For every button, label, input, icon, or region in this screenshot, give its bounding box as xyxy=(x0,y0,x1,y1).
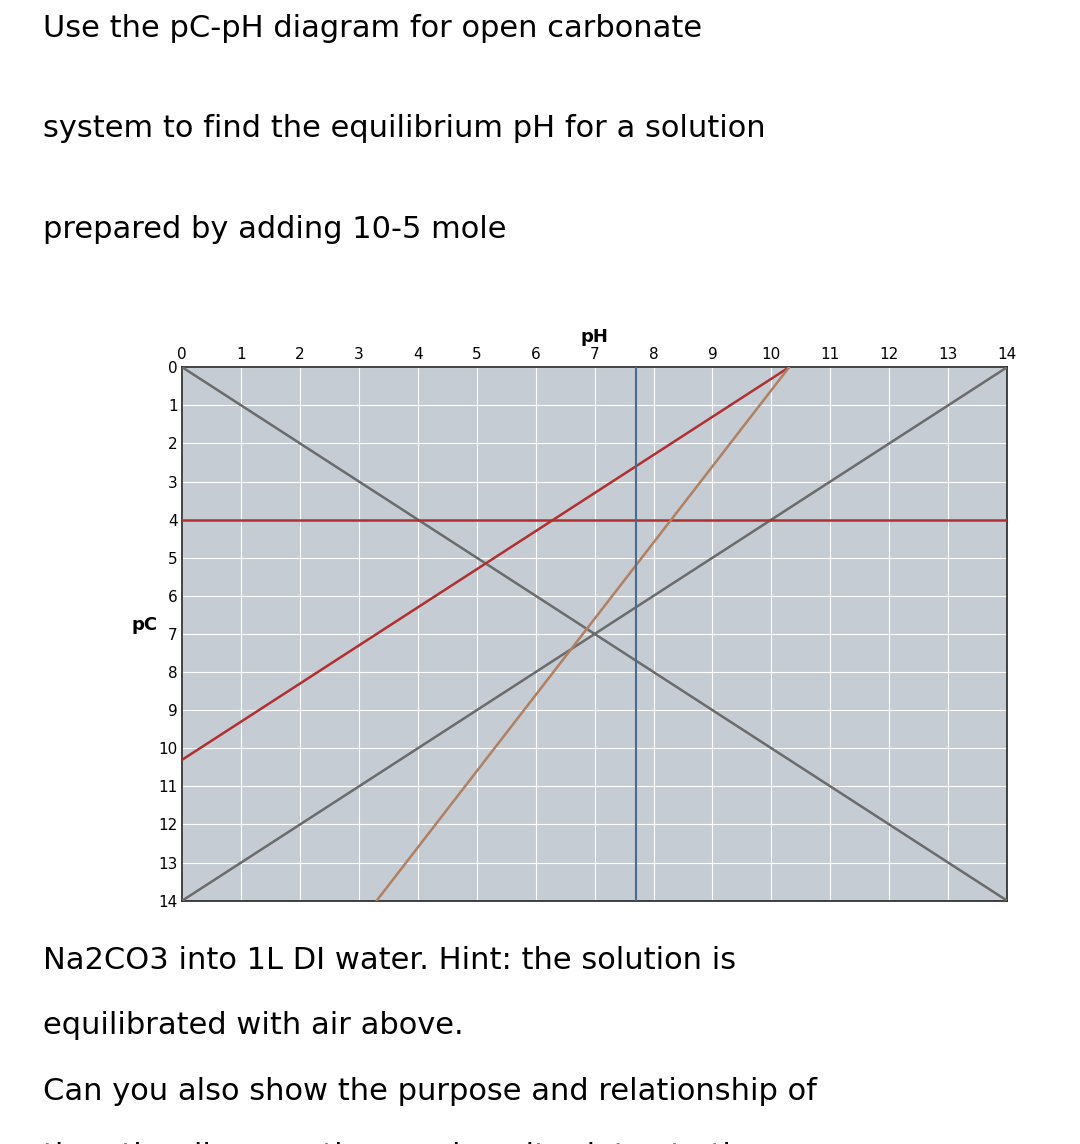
Y-axis label: pC: pC xyxy=(131,615,158,634)
Text: equilibrated with air above.: equilibrated with air above. xyxy=(43,1011,463,1040)
Text: prepared by adding 10-5 mole: prepared by adding 10-5 mole xyxy=(43,215,507,244)
Text: Use the pC-pH diagram for open carbonate: Use the pC-pH diagram for open carbonate xyxy=(43,14,702,42)
Text: the other lines on the graph as it relates to the: the other lines on the graph as it relat… xyxy=(43,1142,760,1144)
Text: Can you also show the purpose and relationship of: Can you also show the purpose and relati… xyxy=(43,1077,818,1105)
Text: Na2CO3 into 1L DI water. Hint: the solution is: Na2CO3 into 1L DI water. Hint: the solut… xyxy=(43,946,737,975)
X-axis label: pH: pH xyxy=(581,328,609,345)
Text: system to find the equilibrium pH for a solution: system to find the equilibrium pH for a … xyxy=(43,114,766,143)
